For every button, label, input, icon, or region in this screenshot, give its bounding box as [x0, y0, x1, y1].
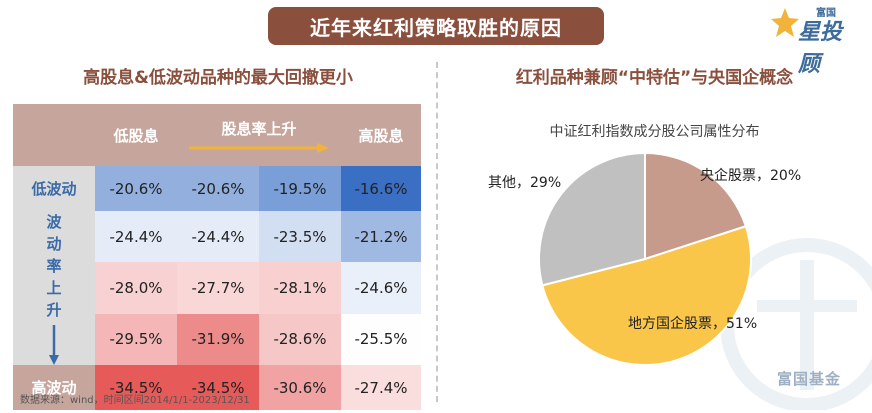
col-header-low-dividend: 低股息 [95, 104, 177, 166]
right-arrow-icon [189, 142, 329, 153]
heatmap-cell: -28.6% [259, 313, 341, 365]
row-label-high-volatility: 高波动 [13, 365, 95, 410]
heatmap-cell: -30.6% [259, 365, 341, 410]
heatmap-cell: -27.7% [177, 262, 259, 314]
heatmap-cell: -28.0% [95, 262, 177, 314]
pie-slice-2 [538, 151, 646, 287]
heatmap-cell: -16.6% [341, 166, 421, 211]
heatmap-cell: -19.5% [259, 166, 341, 211]
watermark-text: 富国基金 [777, 370, 842, 388]
pie-chart-title: 中证红利指数成分股公司属性分布 [549, 124, 760, 140]
volatility-rising-label: 波动率上升 [46, 213, 62, 319]
pie-slice-1 [541, 224, 752, 366]
heatmap-cell: -20.6% [177, 166, 259, 211]
right-section-title: 红利品种兼顾“中特估”与央国企概念 [515, 68, 794, 88]
heatmap-cell: -34.5% [177, 365, 259, 410]
pie-label-other: 其他，29% [488, 175, 562, 191]
heatmap-cell: -25.5% [341, 313, 421, 365]
heatmap-cell: -31.9% [177, 313, 259, 365]
logo-small-text: 富国 [816, 8, 836, 19]
heatmap-cell: -21.2% [341, 211, 421, 263]
col-header-dividend-rising: 股息率上升 [177, 104, 341, 166]
brand-logo: 富国 星投顾 [770, 4, 862, 77]
star-icon [771, 8, 799, 37]
left-section-title: 高股息&低波动品种的最大回撤更小 [83, 68, 353, 88]
heatmap-cell: -28.1% [259, 262, 341, 314]
dividend-rising-label: 股息率上升 [221, 119, 297, 138]
logo-big-text: 星投顾 [798, 20, 843, 77]
drawdown-heatmap: 低股息 股息率上升 高股息 低波动 -20.6% -20.6% -19.5% -… [13, 104, 421, 410]
heatmap-cell: -24.6% [341, 262, 421, 314]
section-divider [436, 62, 438, 402]
pie-label-local-soe: 地方国企股票，51% [628, 316, 758, 332]
page-title: 近年来红利策略取胜的原因 [268, 7, 604, 45]
heatmap-cell: -34.5% [95, 365, 177, 410]
row-label-low-volatility: 低波动 [13, 166, 95, 211]
heatmap-cell: -24.4% [177, 211, 259, 263]
pie-label-central-soe: 央企股票，20% [700, 168, 802, 184]
heatmap-cell: -29.5% [95, 313, 177, 365]
heatmap-cell: -20.6% [95, 166, 177, 211]
pie-slice-0 [644, 151, 748, 261]
company-attribute-pie-chart [538, 151, 752, 366]
heatmap-cell: -24.4% [95, 211, 177, 263]
down-arrow-icon [49, 325, 59, 365]
heatmap-cell: -23.5% [259, 211, 341, 263]
heatmap-cell: -27.4% [341, 365, 421, 410]
corner-cell [13, 104, 95, 166]
row-label-volatility-rising: 波动率上升 [13, 211, 95, 365]
col-header-high-dividend: 高股息 [341, 104, 421, 166]
data-source-note: 数据来源：wind，时间区间2014/1/1-2023/12/31 [20, 395, 250, 406]
